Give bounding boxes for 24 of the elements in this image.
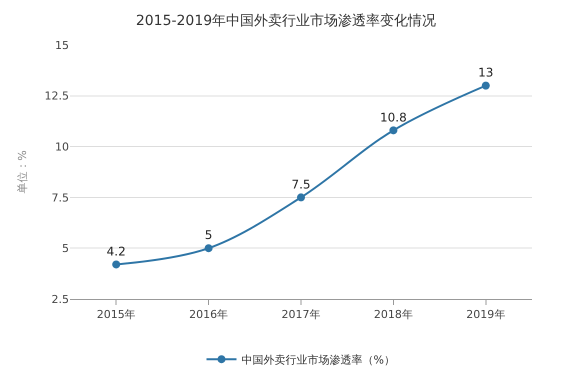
x-tick-label: 2018年: [374, 308, 413, 322]
legend-label: 中国外卖行业市场渗透率（%）: [242, 354, 395, 367]
point: [112, 260, 120, 268]
x-tick-label: 2016年: [189, 308, 228, 322]
y-tick-label: 5: [62, 242, 69, 256]
y-tick-label: 15: [55, 38, 69, 52]
data-label: 7.5: [291, 177, 311, 192]
x-tick-label: 2015年: [96, 308, 136, 322]
y-tick-label: 12.5: [44, 90, 69, 103]
point: [389, 126, 398, 134]
chart-title: 2015-2019年中国外卖行业市场渗透率变化情况: [136, 13, 436, 30]
data-label: 10.8: [380, 110, 407, 124]
data-label: 5: [204, 228, 212, 242]
y-tick-label: 7.5: [52, 191, 69, 204]
point: [204, 244, 213, 252]
point: [482, 82, 490, 90]
x-tick-label: 2019年: [466, 308, 506, 322]
y-tick-label: 2.5: [52, 292, 69, 306]
x-tick-label: 2017年: [282, 308, 320, 322]
data-label: 13: [478, 66, 494, 80]
point: [297, 193, 305, 202]
y-axis-title: 单位：%: [16, 150, 30, 194]
data-label: 4.2: [106, 244, 126, 258]
y-tick-label: 10: [55, 140, 69, 154]
